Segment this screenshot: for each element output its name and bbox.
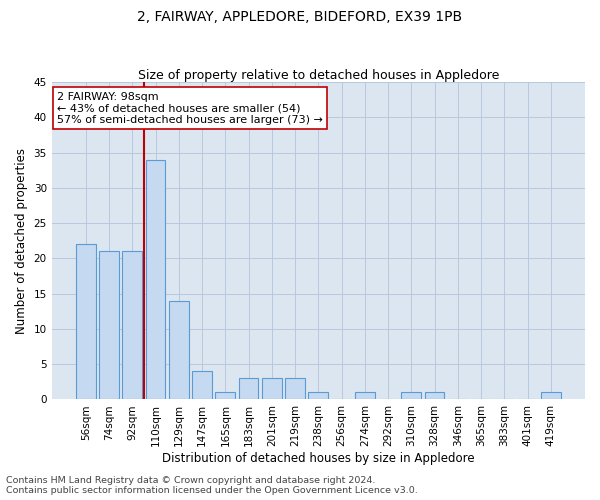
Text: 2, FAIRWAY, APPLEDORE, BIDEFORD, EX39 1PB: 2, FAIRWAY, APPLEDORE, BIDEFORD, EX39 1P…: [137, 10, 463, 24]
Bar: [146, 160, 166, 400]
Bar: [262, 378, 282, 400]
Bar: [99, 252, 119, 400]
Bar: [169, 300, 188, 400]
Bar: [192, 371, 212, 400]
Bar: [285, 378, 305, 400]
Title: Size of property relative to detached houses in Appledore: Size of property relative to detached ho…: [137, 69, 499, 82]
Text: 2 FAIRWAY: 98sqm
← 43% of detached houses are smaller (54)
57% of semi-detached : 2 FAIRWAY: 98sqm ← 43% of detached house…: [57, 92, 323, 124]
Bar: [76, 244, 95, 400]
Bar: [308, 392, 328, 400]
Text: Contains HM Land Registry data © Crown copyright and database right 2024.
Contai: Contains HM Land Registry data © Crown c…: [6, 476, 418, 495]
Bar: [355, 392, 375, 400]
Bar: [401, 392, 421, 400]
Bar: [239, 378, 259, 400]
Y-axis label: Number of detached properties: Number of detached properties: [15, 148, 28, 334]
Bar: [122, 252, 142, 400]
Bar: [541, 392, 561, 400]
Bar: [215, 392, 235, 400]
Bar: [425, 392, 445, 400]
X-axis label: Distribution of detached houses by size in Appledore: Distribution of detached houses by size …: [162, 452, 475, 465]
